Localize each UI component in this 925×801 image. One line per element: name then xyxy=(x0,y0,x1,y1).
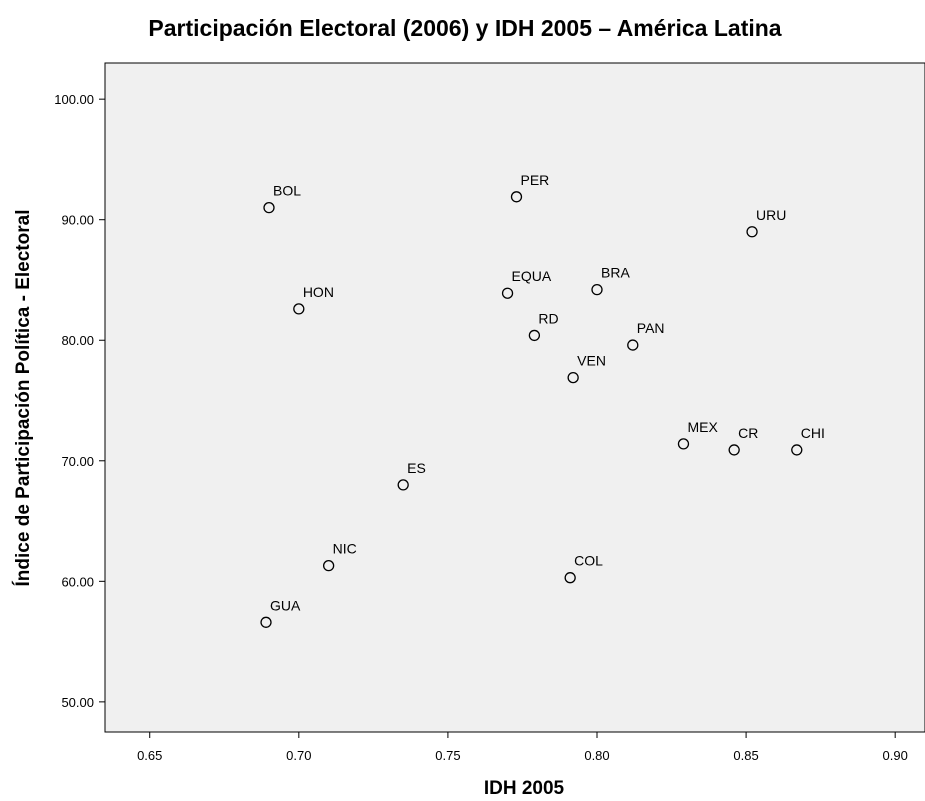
data-point xyxy=(293,303,305,315)
x-tick-label: 0.90 xyxy=(883,748,908,763)
point-label: HON xyxy=(303,284,334,300)
data-point xyxy=(791,444,803,456)
data-point xyxy=(564,572,576,584)
point-label: VEN xyxy=(577,353,606,369)
x-tick-label: 0.65 xyxy=(137,748,162,763)
point-label: COL xyxy=(574,553,603,569)
point-label: RD xyxy=(538,310,558,326)
x-tick-label: 0.75 xyxy=(435,748,460,763)
data-point xyxy=(322,560,335,572)
x-axis: 0.65 0.70 0.75 0.80 0.85 0.90 xyxy=(137,732,908,763)
point-label: URU xyxy=(756,207,786,223)
data-point xyxy=(528,329,541,342)
data-point xyxy=(260,616,272,628)
y-tick-label: 70.00 xyxy=(61,454,94,469)
data-point xyxy=(746,226,758,238)
point-label: NIC xyxy=(333,541,357,557)
x-tick-label: 0.70 xyxy=(286,748,311,763)
y-axis: 50.00 60.00 70.00 80.00 90.00 100.00 xyxy=(54,92,105,710)
point-label: BRA xyxy=(601,265,630,281)
data-point xyxy=(567,371,579,384)
x-tick-label: 0.85 xyxy=(733,748,758,763)
y-tick-label: 50.00 xyxy=(61,695,94,710)
data-point xyxy=(263,201,275,214)
y-axis-label: Índice de Participación Política - Elect… xyxy=(12,210,34,587)
x-tick-label: 0.80 xyxy=(584,748,609,763)
point-label: MEX xyxy=(687,419,718,435)
data-point xyxy=(397,479,409,491)
point-label: GUA xyxy=(270,597,301,613)
y-tick-label: 100.00 xyxy=(54,92,94,107)
point-label: PAN xyxy=(637,320,665,336)
chart-title: Participación Electoral (2006) y IDH 200… xyxy=(148,15,781,41)
data-point xyxy=(501,287,514,299)
plot-area xyxy=(104,62,925,733)
data-point xyxy=(677,438,690,450)
point-label: EQUA xyxy=(512,268,552,284)
x-axis-label: IDH 2005 xyxy=(484,778,565,799)
y-tick-label: 90.00 xyxy=(61,213,94,228)
y-tick-label: 60.00 xyxy=(61,574,94,589)
data-points: BOL PER URU HON EQUA BRA RD PAN VEN MEX CR CHI ES NIC… xyxy=(260,172,825,628)
point-label: PER xyxy=(520,172,549,188)
point-label: ES xyxy=(407,460,426,476)
point-label: CR xyxy=(738,425,758,441)
data-point xyxy=(510,191,523,203)
data-point xyxy=(728,444,740,456)
data-point xyxy=(627,339,639,351)
point-label: CHI xyxy=(801,425,825,441)
y-tick-label: 80.00 xyxy=(61,333,94,348)
data-point xyxy=(591,283,603,296)
point-label: BOL xyxy=(273,183,301,199)
